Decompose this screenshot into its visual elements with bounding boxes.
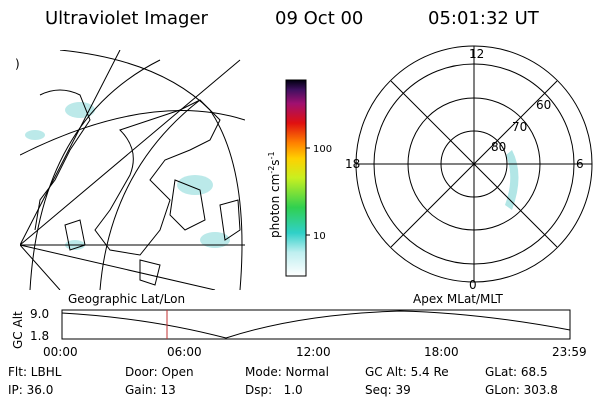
status-field: Door: Open: [125, 365, 194, 379]
time-tick: 12:00: [296, 345, 331, 359]
footer: Flt: LBHL Door: Open Mode: Normal GC Alt: 5…: [8, 365, 558, 397]
unit: photon cm: [268, 174, 282, 238]
time-tick: 00:00: [43, 345, 78, 359]
time-tick: 06:00: [167, 345, 202, 359]
mlat-label: 70: [512, 120, 527, 134]
time: 05:01:32 UT: [428, 8, 540, 29]
corner-mark: ): [15, 57, 20, 71]
status-field: Mode: Normal: [245, 365, 329, 379]
status-field: GLon: 303.8: [485, 383, 558, 397]
title: Ultraviolet Imager: [45, 8, 209, 29]
mlat-label: 60: [536, 98, 551, 112]
colorbar-label: photon cm-2s-1: [267, 151, 282, 238]
status-field: IP: 36.0: [8, 383, 53, 397]
colorbar: [285, 79, 307, 277]
exponent: -2: [267, 166, 276, 174]
colorbar-tick-label: 10: [313, 231, 326, 242]
status-field: Dsp: 1.0: [245, 383, 303, 397]
status-field: Flt: LBHL: [8, 365, 62, 379]
time-tick: 23:59: [552, 345, 587, 359]
altitude-tick: 9.0: [30, 307, 49, 321]
colorbar-tick-label: 100: [313, 144, 332, 155]
status-field: Gain: 13: [125, 383, 176, 397]
altitude-tick: 1.8: [30, 329, 49, 343]
mlat-label: 80: [491, 140, 506, 154]
mlt-label: 18: [345, 157, 360, 171]
map-label: Geographic Lat/Lon: [68, 292, 185, 306]
polar-plot: [355, 45, 593, 283]
polar-label: Apex MLat/MLT: [413, 292, 503, 306]
unit: s: [268, 159, 282, 165]
status-field: Seq: 39: [365, 383, 411, 397]
date: 09 Oct 00: [275, 8, 363, 29]
orbit-curve: [61, 310, 571, 339]
altitude-label: GC Alt: [11, 311, 25, 349]
status-field: GC Alt: 5.4 Re: [365, 365, 449, 379]
mlt-label: 0: [469, 278, 477, 292]
altitude-plot: [61, 309, 571, 340]
map: [20, 50, 245, 290]
mlt-label: 6: [576, 157, 584, 171]
mlt-label: 12: [469, 47, 484, 61]
exponent: -1: [267, 151, 276, 159]
status-field: GLat: 68.5: [485, 365, 548, 379]
time-tick: 18:00: [424, 345, 459, 359]
